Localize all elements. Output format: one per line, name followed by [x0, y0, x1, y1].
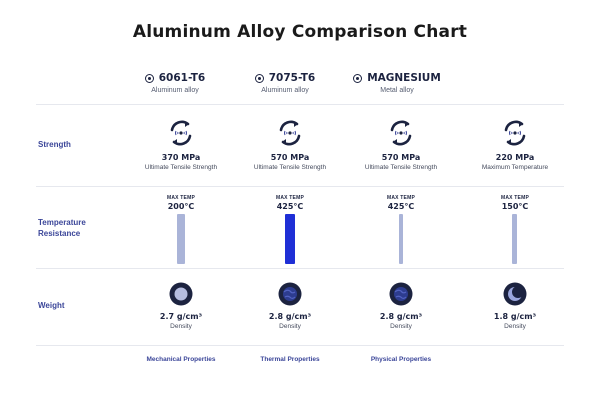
column-header-magnesium: MAGNESIUM Metal alloy	[337, 72, 457, 94]
density-value: 2.8 g/cm³	[268, 312, 312, 321]
max-temp-label: MAX TEMP	[276, 195, 304, 201]
weight-cell: 1.8 g/cm³ Density	[460, 312, 570, 330]
density-value: 1.8 g/cm³	[493, 312, 537, 321]
target-dot-icon	[254, 73, 264, 83]
row-label-line: Resistance	[38, 229, 81, 238]
target-dot-icon	[144, 73, 154, 83]
divider	[36, 268, 564, 269]
material-sub: Aluminum alloy	[261, 87, 309, 94]
row-label-line: Temperature	[38, 218, 86, 227]
strength-cell: 570 MPa Ultimate Tensile Strength	[346, 153, 456, 171]
density-value: 2.7 g/cm³	[159, 312, 203, 321]
divider	[36, 345, 564, 346]
divider	[36, 186, 564, 187]
circle-icon	[169, 282, 193, 306]
strength-cell: 370 MPa Ultimate Tensile Strength	[126, 153, 236, 171]
rotating-strength-icon	[390, 120, 412, 146]
rotating-strength-icon	[279, 120, 301, 146]
material-sub: Aluminum alloy	[151, 87, 199, 94]
density-value: 2.8 g/cm³	[379, 312, 423, 321]
temp-bar-fill	[285, 214, 295, 264]
temp-cell: MAX TEMP 425°C	[235, 195, 345, 211]
strength-caption: Maximum Temperature	[481, 164, 549, 171]
temp-bar	[177, 214, 185, 264]
max-temp-label: MAX TEMP	[167, 195, 195, 201]
weight-cell: 2.8 g/cm³ Density	[235, 312, 345, 330]
max-temp-label: MAX TEMP	[387, 195, 415, 201]
max-temp-value: 200°C	[167, 202, 195, 211]
strength-cell: 570 MPa Ultimate Tensile Strength	[235, 153, 345, 171]
density-caption: Density	[504, 323, 526, 330]
column-header-7075: 7075-T6 Aluminum alloy	[225, 72, 345, 94]
weight-cell: 2.8 g/cm³ Density	[346, 312, 456, 330]
column-header-6061: 6061-T6 Aluminum alloy	[115, 72, 235, 94]
density-caption: Density	[279, 323, 301, 330]
strength-caption: Ultimate Tensile Strength	[364, 164, 438, 171]
rotating-strength-icon	[170, 120, 192, 146]
temp-bar	[285, 214, 295, 264]
material-sub: Metal alloy	[380, 87, 414, 94]
footer-label-mechanical: Mechanical Properties	[146, 356, 216, 363]
target-dot-icon	[353, 73, 363, 83]
strength-caption: Ultimate Tensile Strength	[253, 164, 327, 171]
strength-value: 570 MPa	[270, 153, 310, 162]
material-name: 6061-T6	[158, 72, 206, 84]
strength-value: 370 MPa	[161, 153, 201, 162]
temp-bar	[512, 214, 517, 264]
strength-value: 570 MPa	[381, 153, 421, 162]
temp-cell: MAX TEMP 425°C	[346, 195, 456, 211]
material-name: 7075-T6	[268, 72, 316, 84]
strength-caption: Ultimate Tensile Strength	[144, 164, 218, 171]
footer-label-thermal: Thermal Properties	[260, 356, 320, 363]
temp-bar-fill	[399, 214, 403, 264]
divider	[36, 104, 564, 105]
strength-cell: 220 MPa Maximum Temperature	[460, 153, 570, 171]
density-caption: Density	[170, 323, 192, 330]
temp-bar	[399, 214, 403, 264]
temp-bar-fill	[512, 214, 517, 264]
row-label-temperature: Temperature Resistance	[38, 217, 86, 239]
weight-cell: 2.7 g/cm³ Density	[126, 312, 236, 330]
row-label-weight: Weight	[38, 301, 65, 310]
max-temp-value: 425°C	[387, 202, 415, 211]
temp-cell: MAX TEMP 200°C	[126, 195, 236, 211]
max-temp-value: 425°C	[276, 202, 304, 211]
strength-value: 220 MPa	[495, 153, 535, 162]
max-temp-value: 150°C	[501, 202, 529, 211]
moon-icon	[503, 282, 527, 306]
globe-icon	[278, 282, 302, 306]
rotating-strength-icon	[504, 120, 526, 146]
temp-cell: MAX TEMP 150°C	[460, 195, 570, 211]
max-temp-label: MAX TEMP	[501, 195, 529, 201]
temp-bar-fill	[177, 214, 185, 264]
material-name: MAGNESIUM	[367, 72, 441, 84]
footer-label-physical: Physical Properties	[370, 356, 432, 363]
row-label-strength: Strength	[38, 140, 71, 149]
density-caption: Density	[390, 323, 412, 330]
globe-icon	[389, 282, 413, 306]
page-title: Aluminum Alloy Comparison Chart	[132, 22, 468, 42]
